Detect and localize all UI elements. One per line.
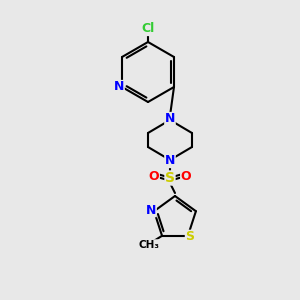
Text: S: S — [165, 171, 175, 185]
Text: N: N — [146, 204, 156, 217]
Text: CH₃: CH₃ — [139, 240, 160, 250]
Text: N: N — [165, 154, 175, 167]
Text: N: N — [114, 80, 124, 94]
Text: O: O — [149, 169, 159, 182]
Text: O: O — [181, 169, 191, 182]
Text: N: N — [165, 112, 175, 125]
Text: S: S — [185, 230, 194, 243]
Text: Cl: Cl — [141, 22, 154, 35]
